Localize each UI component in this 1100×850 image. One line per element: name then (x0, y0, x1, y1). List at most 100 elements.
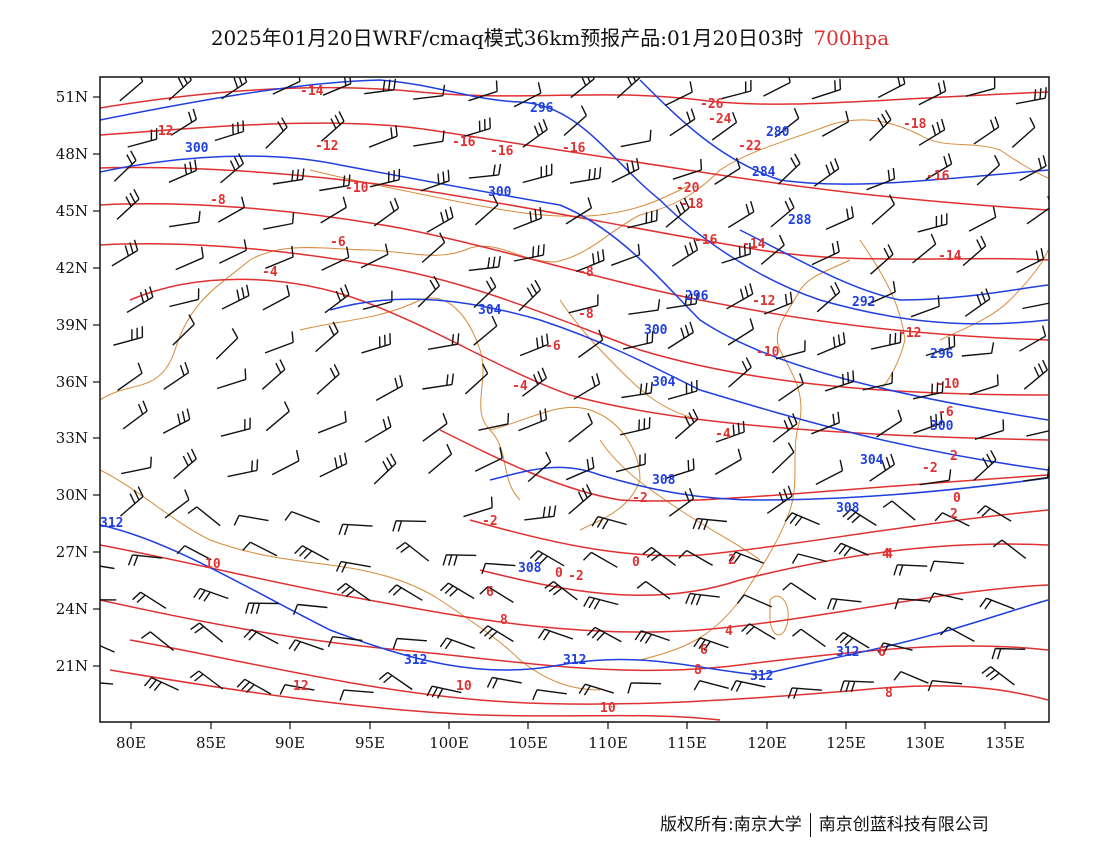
wind-barb (336, 582, 371, 602)
wind-barb (721, 80, 752, 100)
wind-barb (364, 416, 392, 443)
wind-barb (163, 361, 190, 390)
wind-barb (513, 82, 542, 108)
wind-barb (132, 591, 167, 609)
wind-barb (634, 630, 670, 644)
wind-barb (189, 670, 224, 690)
temp-label: -6 (545, 339, 561, 354)
wind-barb (964, 288, 991, 317)
height-contour-308 (489, 466, 1049, 501)
wind-barb (420, 169, 450, 192)
wind-barb (833, 542, 869, 557)
lat-label: 33N (56, 429, 88, 447)
wind-barb (665, 197, 690, 228)
wind-barb (918, 80, 947, 106)
wind-barb (573, 373, 601, 400)
wind-barb (813, 158, 840, 187)
height-label: 308 (518, 561, 542, 576)
wind-barb (360, 243, 389, 269)
height-label: 296 (930, 347, 954, 362)
wind-barb (529, 550, 565, 567)
wind-barb (569, 167, 602, 184)
lon-label: 105E (508, 734, 548, 752)
wind-barb (976, 154, 1001, 186)
height-contour-304 (329, 298, 1049, 471)
wind-barb (175, 246, 204, 271)
wind-barb (628, 299, 661, 315)
wind-barb (615, 453, 646, 473)
wind-barb (570, 77, 595, 99)
wind-barb (565, 197, 593, 225)
wind-barb (479, 625, 514, 643)
wind-barb (627, 682, 662, 694)
wind-barb (973, 450, 997, 481)
lat-label: 24N (56, 600, 88, 618)
temp-label: -4 (262, 265, 278, 280)
wind-barb (927, 680, 963, 692)
wind-barb (369, 168, 401, 188)
wind-barb (563, 105, 588, 137)
wind-barb (227, 459, 259, 478)
wind-barb (621, 381, 653, 399)
wind-barb (816, 281, 841, 313)
wind-barb (1016, 248, 1045, 274)
wind-barb (327, 636, 363, 648)
wind-barb (693, 637, 729, 651)
lat-label: 48N (56, 145, 88, 163)
temp-label: 6 (878, 645, 886, 660)
wind-barb (568, 484, 593, 515)
temp-label: 4 (885, 547, 893, 562)
coast-line (639, 259, 851, 661)
wind-barb (714, 448, 742, 476)
height-contour-292 (739, 229, 1049, 301)
wind-barb (264, 331, 294, 354)
lat-label: 30N (56, 486, 88, 504)
temp-label: 8 (500, 613, 508, 628)
wind-barb (121, 456, 152, 475)
wind-barb (667, 379, 698, 400)
wind-barb (791, 553, 828, 564)
wind-barb (119, 486, 144, 517)
temp-label: -12 (150, 124, 173, 139)
wind-barb (1019, 155, 1047, 182)
wind-barb (116, 188, 140, 220)
lon-label: 95E (355, 734, 385, 752)
wind-barb (220, 153, 245, 184)
wind-barb (481, 562, 516, 575)
wind-barb (262, 284, 291, 311)
height-label: 300 (488, 185, 512, 200)
wind-barb (468, 80, 498, 102)
temp-label: 4 (882, 547, 890, 562)
wind-barb (1015, 87, 1047, 105)
wind-barb (162, 408, 191, 434)
wind-barb (532, 689, 567, 701)
wind-barb (811, 411, 840, 435)
wind-barb (169, 211, 201, 228)
temp-label: -2 (568, 569, 584, 584)
temp-label: 12 (293, 679, 309, 694)
temp-label: -22 (738, 139, 761, 154)
wind-barb (215, 328, 239, 360)
wind-barb (728, 357, 752, 388)
wind-barb (611, 243, 641, 266)
temp-label: -8 (578, 265, 594, 280)
wind-barb (473, 276, 497, 309)
temp-label: -16 (452, 135, 476, 150)
wind-barb (461, 117, 491, 138)
wind-barb (721, 242, 751, 264)
wind-barb (316, 363, 340, 395)
wind-barb (440, 582, 475, 600)
temp-label: -6 (938, 405, 954, 420)
wind-barb (711, 111, 738, 141)
wind-barb (320, 196, 347, 224)
wind-barb (627, 209, 658, 229)
wind-barb (315, 321, 339, 353)
temp-contour-2 (479, 543, 1049, 597)
wind-barb (770, 197, 795, 228)
height-label: 288 (788, 213, 812, 228)
temp-label: -14 (938, 249, 962, 264)
plot-frame (99, 76, 1050, 723)
temp-contour-m10 (100, 166, 1049, 261)
wind-barb (100, 644, 115, 653)
wind-barb (221, 77, 248, 100)
